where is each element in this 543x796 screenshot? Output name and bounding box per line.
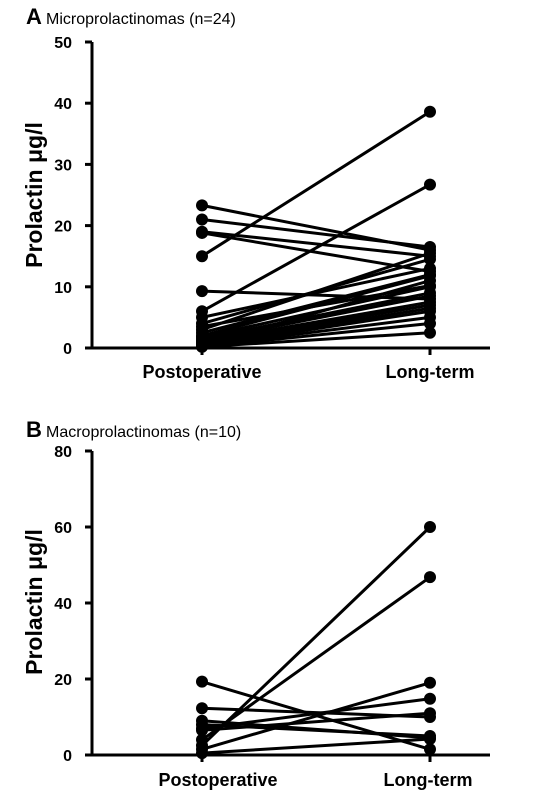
panel-b-y-tick-label: 40 — [54, 596, 72, 613]
panel-a-x-tick-long-term: Long-term — [386, 362, 475, 382]
panel-a-patient-line — [201, 306, 431, 347]
panel-b-patient-line — [201, 681, 431, 751]
panel-a-patient-line — [201, 217, 431, 249]
panel-a-y-tick-label: 20 — [54, 219, 72, 236]
panel-a-patient-line — [201, 251, 431, 332]
panel-b-patient-line — [201, 697, 431, 730]
panel-a-postoperative-point — [196, 340, 208, 353]
panel-a-y-axis-label: Prolactin μg/l — [21, 122, 47, 268]
panel-a-patient-line — [201, 315, 431, 348]
panel-b-title: Macroprolactinomas (n=10) — [46, 424, 241, 441]
panel-a-patient-line — [201, 230, 431, 258]
panel-a-patient-line — [201, 322, 431, 349]
panel-a-title: Microprolactinomas (n=24) — [46, 11, 236, 28]
panel-a-y-tick-label: 0 — [63, 341, 72, 358]
panel-a-postoperative-point — [196, 226, 208, 239]
panel-b-x-tick-postoperative: Postoperative — [158, 770, 277, 790]
panel-b-x-tick-long-term: Long-term — [384, 770, 473, 790]
panel-b-long-term-point — [424, 743, 436, 756]
panel-a-postoperative-point — [196, 213, 208, 226]
panel-b-long-term-point — [424, 707, 436, 720]
panel-a-patient-line — [201, 303, 431, 345]
panel-a: A Microprolactinomas (n=24) Prolactin μg… — [21, 4, 490, 382]
panel-a-patient-line — [201, 331, 431, 349]
panel-a-y-tick-label: 50 — [54, 35, 72, 52]
panel-a-y-tick-label: 40 — [54, 96, 72, 113]
panel-a-long-term-point — [424, 317, 436, 330]
panel-b-y-tick-label: 80 — [54, 444, 72, 461]
panel-b-long-term-point — [424, 733, 436, 746]
panel-a-long-term-point — [424, 178, 436, 191]
panel-b-patient-line — [201, 575, 431, 742]
panel-b-patient-line — [201, 711, 431, 732]
panel-b-y-axis-label: Prolactin μg/l — [21, 529, 47, 675]
panel-b-y-tick-label: 20 — [54, 672, 72, 689]
panel-b-long-term-point — [424, 571, 436, 584]
panel-a-postoperative-point — [196, 250, 208, 263]
panel-a-long-term-point — [424, 105, 436, 118]
panel-b-letter: B — [26, 417, 42, 442]
panel-a-x-tick-postoperative: Postoperative — [142, 362, 261, 382]
panel-b-patient-line — [201, 737, 431, 755]
panel-a-letter: A — [26, 4, 42, 29]
panel-a-patient-line — [201, 279, 431, 347]
panel-b-y-tick-label: 60 — [54, 520, 72, 537]
panel-a-patient-line — [201, 274, 431, 338]
panel-a-patient-line — [201, 289, 431, 301]
panel-b-postoperative-point — [196, 724, 208, 737]
panel-b-long-term-point — [424, 692, 436, 705]
panel-b-y-tick-label: 0 — [63, 748, 72, 765]
panel-b-postoperative-point — [196, 702, 208, 715]
panel-a-y-tick-label: 30 — [54, 157, 72, 174]
panel-b-long-term-point — [424, 676, 436, 689]
panel-b: B Macroprolactinomas (n=10) Prolactin μg… — [21, 417, 490, 790]
panel-b-long-term-point — [424, 521, 436, 533]
panel-a-patient-line — [201, 183, 431, 313]
panel-a-postoperative-point — [196, 199, 208, 212]
panel-b-patient-line — [200, 525, 432, 747]
panel-b-postoperative-point — [196, 747, 208, 760]
panel-a-postoperative-point — [196, 285, 208, 298]
panel-a-patient-line — [201, 291, 431, 341]
panel-a-long-term-point — [424, 274, 436, 287]
panel-a-long-term-point — [424, 247, 436, 260]
panel-a-patient-line — [201, 110, 431, 258]
panel-a-y-tick-label: 10 — [54, 280, 72, 297]
panel-b-postoperative-point — [196, 675, 208, 688]
panel-a-long-term-point — [424, 326, 436, 339]
